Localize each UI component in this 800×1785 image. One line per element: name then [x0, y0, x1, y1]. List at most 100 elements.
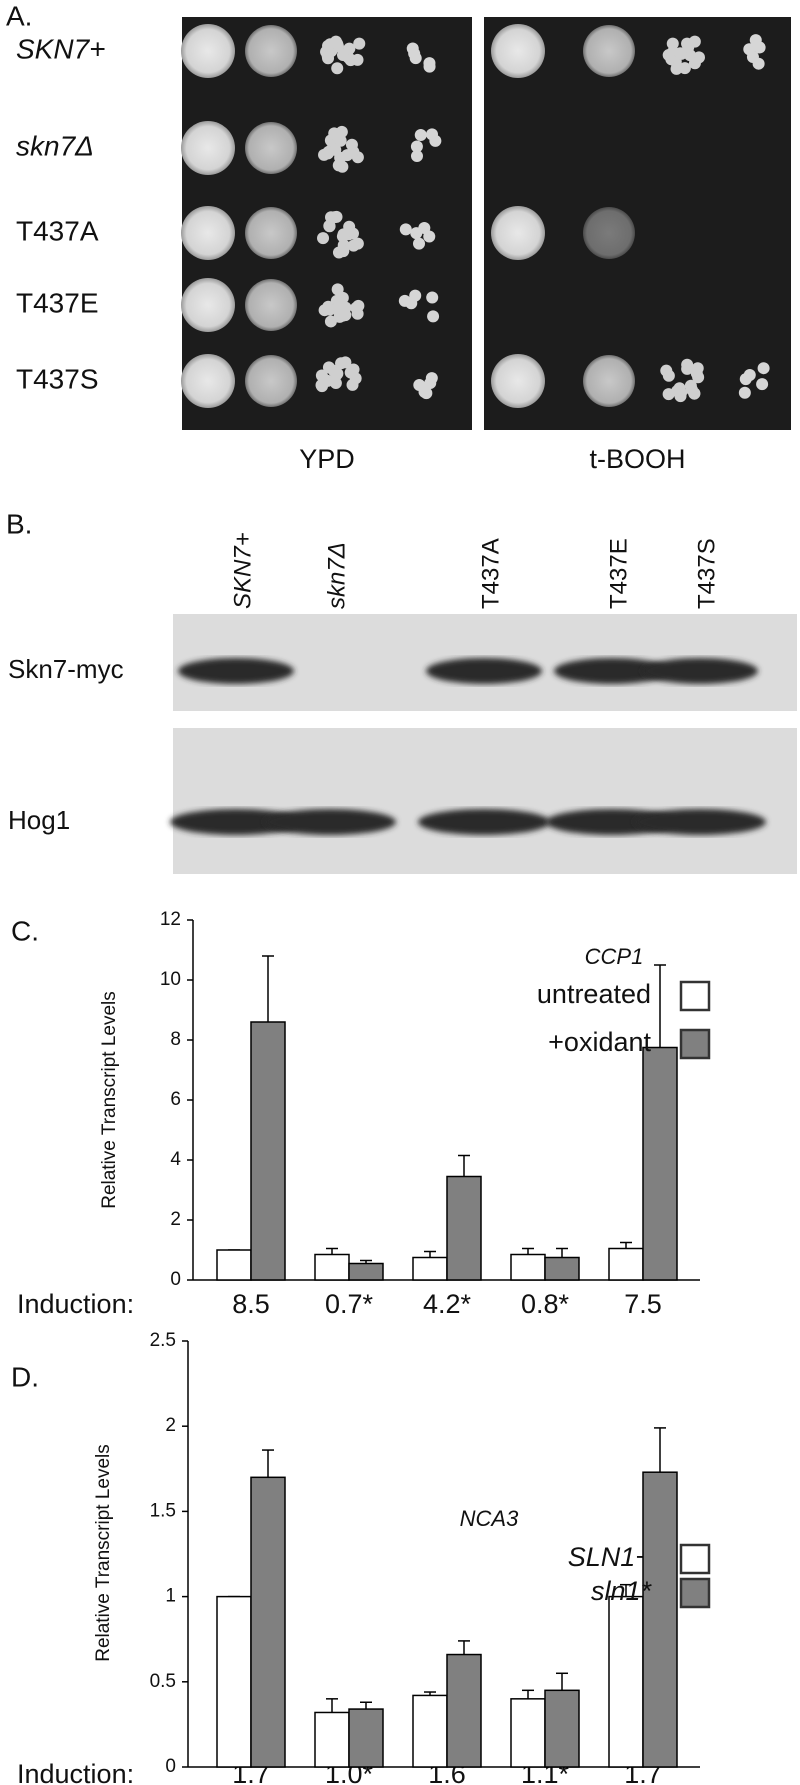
colony — [671, 385, 684, 398]
colony — [429, 134, 442, 147]
colony-spot — [181, 206, 235, 260]
blot — [173, 728, 797, 874]
colony — [413, 378, 426, 391]
colony — [335, 357, 348, 370]
colony — [756, 378, 769, 391]
colony-spot — [245, 25, 297, 77]
legend-swatch — [679, 1028, 711, 1060]
lane-label: skn7Δ — [323, 542, 350, 609]
row-label: SKN7+ — [16, 33, 106, 64]
colony-spot — [583, 207, 635, 259]
bar — [608, 1595, 644, 1768]
colony — [350, 301, 363, 314]
band — [170, 809, 302, 835]
colony-spot — [181, 121, 235, 175]
colony-spot — [491, 206, 545, 260]
colony — [410, 150, 423, 163]
induction-value: 0.8* — [521, 1289, 570, 1319]
colony — [329, 35, 342, 48]
legend-label: untreated — [537, 979, 651, 1009]
colony — [674, 47, 687, 60]
legend-swatch — [679, 1543, 711, 1575]
colony — [315, 379, 328, 392]
y-tick-label: 2 — [170, 1209, 181, 1230]
bar — [446, 1175, 482, 1281]
colony — [662, 369, 675, 382]
bar — [544, 1256, 580, 1281]
colony — [337, 245, 350, 258]
colony-spot — [181, 354, 235, 408]
y-tick-label: 0 — [170, 1269, 181, 1290]
band — [642, 658, 758, 684]
colony — [331, 283, 344, 296]
colony — [410, 227, 423, 240]
colony — [353, 37, 366, 50]
colony-spot — [181, 278, 235, 332]
panel-label: B. — [6, 508, 32, 539]
colony — [749, 34, 762, 47]
colony — [692, 371, 705, 384]
y-tick-label: 0.5 — [150, 1671, 176, 1692]
colony — [322, 52, 335, 65]
bar — [510, 1698, 546, 1768]
colony — [427, 310, 440, 323]
colony — [332, 159, 345, 172]
plate-label: YPD — [299, 444, 355, 474]
colony-spot — [245, 279, 297, 331]
y-tick-label: 8 — [170, 1029, 181, 1050]
y-tick-label: 0 — [165, 1756, 176, 1777]
colony-spot — [583, 355, 635, 407]
colony — [424, 377, 437, 390]
bar — [348, 1262, 384, 1281]
colony — [688, 57, 701, 70]
colony — [323, 303, 336, 316]
lane-label: T437E — [605, 538, 632, 609]
colony — [317, 232, 330, 245]
panel-label: C. — [11, 915, 39, 946]
band — [554, 658, 670, 684]
colony — [331, 62, 344, 75]
bar — [216, 1249, 252, 1281]
colony — [334, 134, 347, 147]
legend-label: sln1* — [591, 1576, 653, 1606]
annotation: CCP1 — [585, 944, 644, 969]
colony — [743, 369, 756, 382]
y-tick-label: 1 — [165, 1586, 176, 1607]
colony — [346, 378, 359, 391]
bar — [348, 1708, 384, 1768]
induction-value: 8.5 — [232, 1289, 270, 1319]
colony — [681, 358, 694, 371]
y-axis-label: Relative Transcript Levels — [93, 1444, 114, 1662]
colony-spot — [491, 24, 545, 78]
bar — [314, 1253, 350, 1281]
bar — [642, 1471, 678, 1768]
legend-swatch — [679, 1577, 711, 1609]
y-axis-label: Relative Transcript Levels — [99, 991, 120, 1209]
y-tick-label: 6 — [170, 1089, 181, 1110]
bar — [510, 1253, 546, 1281]
bar — [544, 1689, 580, 1768]
annotation: NCA3 — [460, 1506, 519, 1531]
row-label: T437A — [16, 215, 99, 246]
colony — [339, 309, 352, 322]
band — [634, 809, 766, 835]
colony — [423, 230, 436, 243]
colony-spot — [245, 355, 297, 407]
plate-label: t-BOOH — [589, 444, 685, 474]
y-tick-label: 2.5 — [150, 1330, 176, 1351]
colony — [685, 383, 698, 396]
colony — [399, 223, 412, 236]
blot-label: Hog1 — [8, 805, 70, 835]
panel-label: A. — [6, 0, 32, 31]
colony — [414, 129, 427, 142]
bar — [250, 1021, 286, 1281]
bar — [608, 1247, 644, 1281]
band — [418, 809, 550, 835]
y-tick-label: 10 — [160, 969, 181, 990]
bar — [642, 1046, 678, 1281]
colony — [757, 362, 770, 375]
colony — [345, 138, 358, 151]
lane-label: T437A — [477, 538, 504, 609]
colony-spot — [181, 24, 235, 78]
